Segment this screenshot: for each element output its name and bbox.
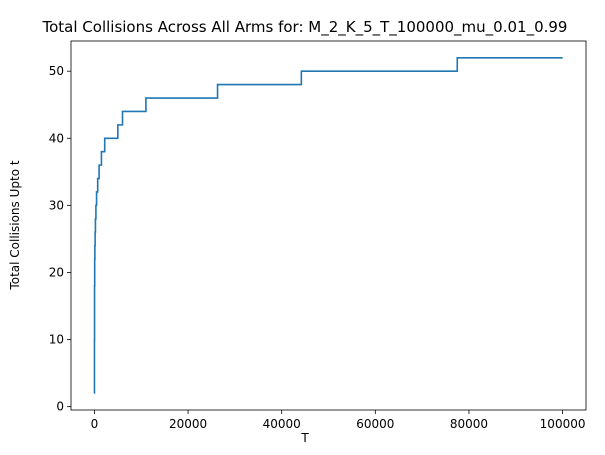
x-tick-label: 40000 xyxy=(263,417,301,431)
x-tick-label: 100000 xyxy=(540,417,586,431)
chart-title: Total Collisions Across All Arms for: M_… xyxy=(42,18,568,37)
series-line xyxy=(93,56,563,395)
y-axis-label: Total Collisions Upto t xyxy=(8,160,22,290)
y-tick-label: 20 xyxy=(49,265,64,279)
y-axis: 0 10 20 30 40 50 xyxy=(49,64,71,414)
x-tick-label: 0 xyxy=(91,417,99,431)
x-tick-label: 80000 xyxy=(450,417,488,431)
axes-frame xyxy=(70,40,587,411)
y-tick-label: 10 xyxy=(49,333,64,347)
y-tick-label: 40 xyxy=(49,131,64,145)
y-tick-label: 50 xyxy=(49,64,64,78)
x-axis: 0 20000 40000 60000 80000 100000 xyxy=(91,410,586,431)
x-tick-label: 20000 xyxy=(169,417,207,431)
x-axis-label: T xyxy=(300,431,309,445)
y-tick-label: 30 xyxy=(49,198,64,212)
plot-area xyxy=(70,40,587,411)
y-tick-label: 0 xyxy=(56,400,64,414)
x-tick-label: 60000 xyxy=(356,417,394,431)
